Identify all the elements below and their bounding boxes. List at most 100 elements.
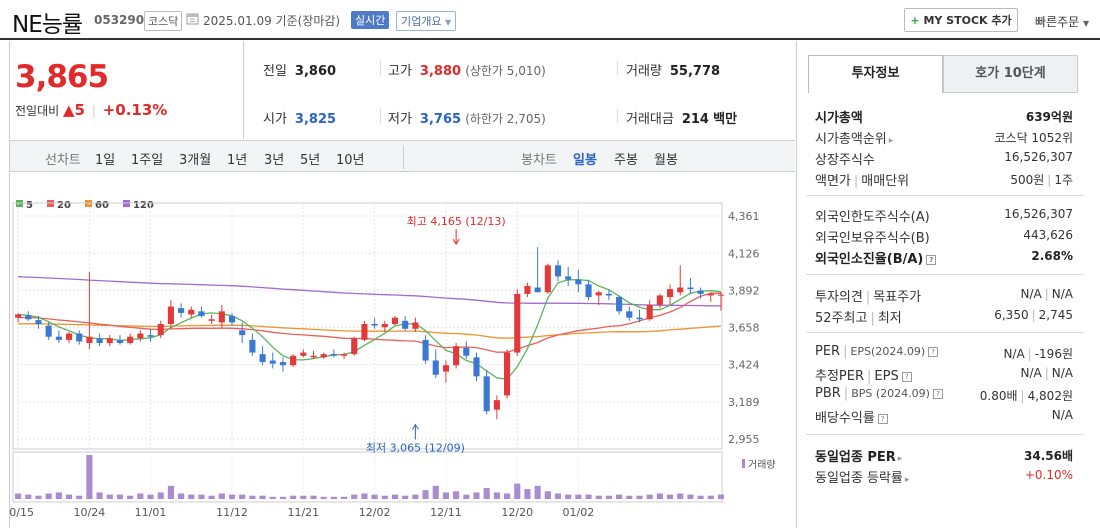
volume-bar: [320, 496, 327, 499]
candle-body: [330, 354, 337, 356]
chart-axes: 4,361 4,126 3,892 3,658 3,424 3,189 2,955 10/15…: [2, 210, 776, 519]
candle-body: [320, 354, 327, 358]
volume-bar: [228, 494, 236, 499]
low-note: 최저 3,065 (12/09): [366, 442, 465, 455]
period-3y[interactable]: 3년: [264, 153, 285, 168]
period-1w[interactable]: 1주일: [131, 153, 164, 168]
sector-change-link[interactable]: 동일업종 등락률 ▸: [815, 471, 910, 486]
candle-body: [351, 338, 358, 355]
tab-investment-info[interactable]: 투자정보: [808, 55, 943, 93]
candle-body: [707, 293, 714, 296]
volume-bar: [381, 495, 388, 499]
plus-icon: +: [910, 14, 920, 27]
volume-bar: [198, 494, 205, 499]
volume-bar: [432, 485, 439, 499]
candle-body: [646, 304, 653, 320]
x-tick-label: 11/01: [135, 506, 167, 519]
candlestick-chart-svg: 5 20 60 120 최고 4,165 (12/13) 최저 3,065 (12/09…: [2, 200, 776, 519]
period-3m[interactable]: 3개월: [179, 153, 212, 168]
period-1y[interactable]: 1년: [227, 153, 248, 168]
chevron-down-icon: ▼: [444, 18, 452, 27]
candle-body: [361, 324, 368, 340]
volume-bar: [65, 494, 73, 499]
candle-body: [493, 400, 500, 410]
y-tick-label: 4,361: [728, 210, 760, 223]
ma20-line: [18, 292, 722, 353]
period-1d[interactable]: 1일: [95, 153, 116, 168]
chart-period-bar: 선차트 1일 1주일 3개월 1년 3년 5년 10년 봉차트 일봉 주봉 월봉: [9, 140, 795, 172]
cap-rank-link[interactable]: 시가총액순위 ▸: [815, 132, 894, 147]
volume-bar: [279, 496, 287, 499]
help-icon[interactable]: ?: [932, 389, 943, 399]
volume-bar: [666, 494, 674, 499]
realtime-badge[interactable]: 실시간: [351, 11, 390, 29]
period-monthly[interactable]: 월봉: [654, 153, 678, 168]
high-arrow-head: [452, 238, 460, 246]
quick-order-link[interactable]: 빠른주문 ▼: [1035, 15, 1090, 29]
period-weekly[interactable]: 주봉: [614, 153, 638, 168]
stat-amount: 거래대금 214 백만: [626, 112, 738, 127]
candle-body: [463, 347, 470, 356]
volume-bar: [35, 495, 42, 499]
candle-body: [605, 293, 612, 296]
volume-bar: [605, 495, 612, 499]
add-mystock-button[interactable]: + MY STOCK 추가: [904, 8, 1018, 32]
volume-bar: [534, 485, 541, 499]
volume-bar: [677, 493, 684, 499]
x-tick-label: 12/20: [501, 506, 533, 519]
volume-bar: [167, 485, 174, 499]
candle-body: [565, 276, 572, 280]
volume-bar: [656, 493, 663, 499]
triangle-up-icon: ▲: [63, 101, 75, 119]
price-change: 전일대비 ▲5 | +0.13%: [15, 101, 168, 119]
candle-chart-label: 봉차트: [521, 153, 557, 168]
low-arrow-head: [411, 423, 419, 430]
candle-body: [157, 324, 164, 336]
period-10y[interactable]: 10년: [336, 153, 365, 168]
chevron-down-icon: ▼: [1083, 19, 1090, 28]
y-tick-label: 3,424: [728, 359, 760, 372]
candle-body: [65, 333, 73, 340]
candle-body: [106, 338, 113, 344]
volume-bar: [524, 489, 531, 499]
volume-bar: [554, 493, 562, 499]
candle-body: [147, 335, 154, 337]
volume-bar: [330, 496, 337, 499]
candle-body: [228, 316, 236, 323]
period-5y[interactable]: 5년: [300, 153, 321, 168]
valuation-section: PER | EPS(2024.09)? N/A | -196원 추정PER | EPS? N/A…: [815, 344, 1073, 426]
volume-bar: [269, 496, 276, 499]
volume-bar: [15, 493, 22, 499]
stat-low: 저가 3,765 (하한가 2,705): [388, 112, 546, 127]
sector-per-link[interactable]: 동일업종 PER ▸: [815, 450, 903, 465]
stat-open: 시가 3,825: [263, 112, 337, 127]
help-icon[interactable]: ?: [926, 255, 937, 265]
candle-body: [616, 297, 623, 312]
volume-label: 거래량: [748, 459, 776, 471]
volume-bar: [86, 455, 93, 499]
volume-bar: [259, 495, 266, 499]
x-tick-label: 11/21: [287, 506, 319, 519]
candle-body: [269, 360, 276, 364]
tab-order-book[interactable]: 호가 10단계: [943, 55, 1078, 93]
x-tick-label: 12/02: [359, 506, 391, 519]
ma120-line: [18, 276, 722, 307]
candle-body: [666, 289, 674, 298]
candle-body: [86, 336, 93, 344]
help-icon[interactable]: ?: [928, 347, 939, 357]
candle-body: [208, 319, 215, 321]
base-date: 2025.01.09 기준(장마감): [203, 14, 341, 28]
ma5-line: [18, 278, 722, 380]
volume-bars: [15, 455, 725, 499]
period-daily[interactable]: 일봉: [573, 153, 597, 168]
company-overview-dropdown[interactable]: 기업개요 ▼: [396, 11, 457, 31]
y-tick-label: 3,892: [728, 284, 760, 297]
help-icon[interactable]: ?: [901, 372, 912, 382]
help-icon[interactable]: ?: [877, 414, 888, 424]
candle-body: [290, 355, 297, 366]
y-tick-label: 4,126: [728, 247, 760, 260]
volume-bar: [514, 483, 521, 499]
candle-body: [188, 309, 195, 315]
candle-body: [504, 352, 511, 396]
current-price: 3,865: [15, 59, 109, 95]
